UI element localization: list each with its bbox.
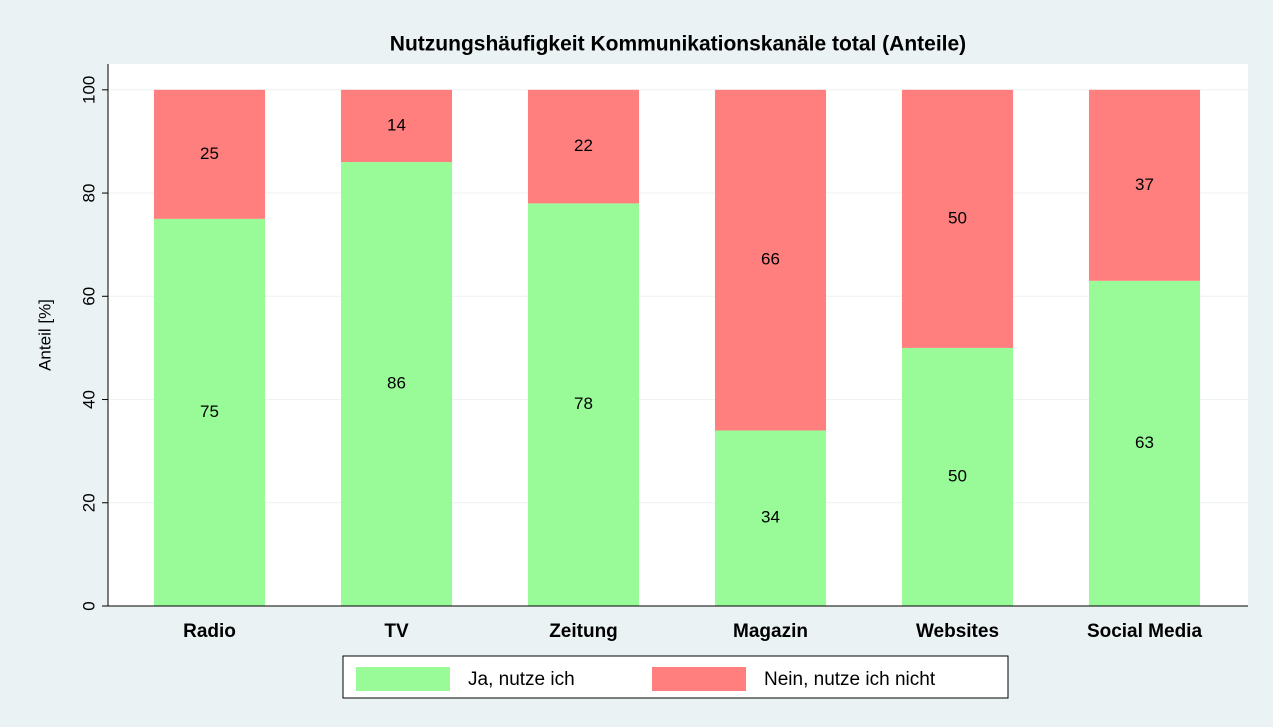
data-label: 78: [574, 394, 593, 413]
data-label: 50: [948, 208, 967, 227]
data-label: 50: [948, 466, 967, 485]
data-label: 75: [200, 402, 219, 421]
bar-segment: [1088, 280, 1201, 606]
bar-segment: [153, 218, 266, 606]
y-axis-label: Anteil [%]: [35, 299, 54, 371]
bar-segment: [527, 89, 640, 204]
y-tick-label: 0: [79, 601, 98, 610]
legend-label: Nein, nutze ich nicht: [764, 669, 936, 690]
legend-label: Ja, nutze ich: [468, 669, 575, 690]
x-tick-label: TV: [384, 621, 409, 642]
bar-segment: [714, 89, 827, 431]
bar-segment: [901, 89, 1014, 348]
legend-swatch: [356, 667, 450, 691]
bar-segment: [340, 89, 453, 163]
data-label: 22: [574, 136, 593, 155]
bar-segment: [153, 89, 266, 219]
bar-segment: [527, 203, 640, 606]
y-tick-label: 80: [79, 184, 98, 203]
data-label: 37: [1135, 175, 1154, 194]
x-tick-label: Websites: [916, 621, 999, 642]
y-tick-label: 100: [79, 76, 98, 104]
bar-segment: [901, 347, 1014, 606]
y-tick-label: 40: [79, 390, 98, 409]
data-label: 14: [387, 115, 406, 134]
y-tick-label: 20: [79, 493, 98, 512]
data-label: 86: [387, 374, 406, 393]
x-tick-label: Social Media: [1087, 621, 1203, 642]
bar-segment: [714, 430, 827, 606]
x-tick-label: Radio: [183, 621, 236, 642]
chart-title: Nutzungshäufigkeit Kommunikationskanäle …: [390, 33, 966, 56]
bar-segment: [1088, 89, 1201, 281]
plot-area: [108, 64, 1248, 606]
x-tick-label: Zeitung: [549, 621, 618, 642]
bar-segment: [340, 162, 453, 607]
data-label: 25: [200, 144, 219, 163]
data-label: 66: [761, 250, 780, 269]
y-tick-label: 60: [79, 287, 98, 306]
data-label: 63: [1135, 433, 1154, 452]
x-tick-label: Magazin: [733, 621, 808, 642]
legend-swatch: [652, 667, 746, 691]
data-label: 34: [761, 508, 780, 527]
